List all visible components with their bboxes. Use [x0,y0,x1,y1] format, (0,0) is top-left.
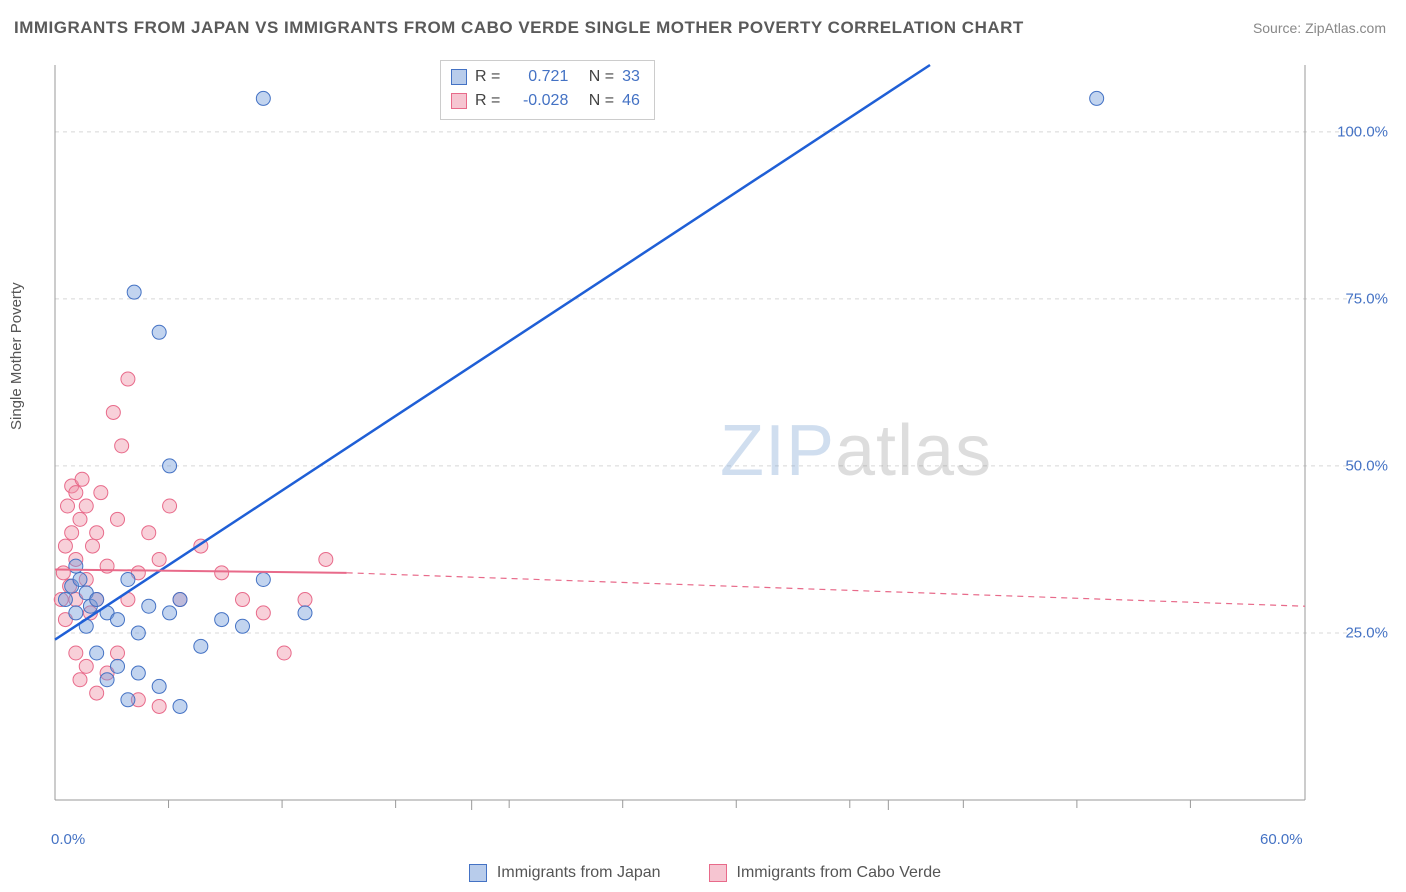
y-tick-label: 25.0% [1345,624,1388,641]
x-tick-label: 0.0% [51,831,85,848]
stats-r-value: 0.721 [508,65,568,89]
y-tick-label: 100.0% [1337,123,1388,140]
stats-swatch-icon [451,93,467,109]
legend-label: Immigrants from Japan [497,864,661,882]
stats-r-label: R = [475,65,500,89]
legend-swatch-icon [709,864,727,882]
chart-area [50,60,1360,820]
legend: Immigrants from Japan Immigrants from Ca… [50,864,1360,882]
y-tick-label: 75.0% [1345,290,1388,307]
stats-row: R = -0.028 N = 46 [451,89,640,113]
stats-n-label: N = [589,89,614,113]
stats-r-value: -0.028 [508,89,568,113]
stats-r-label: R = [475,89,500,113]
scatter-plot [50,60,1360,820]
legend-item: Immigrants from Japan [469,864,661,882]
y-axis-label: Single Mother Poverty [8,282,25,430]
x-tick-label: 60.0% [1260,831,1303,848]
y-tick-label: 50.0% [1345,457,1388,474]
legend-item: Immigrants from Cabo Verde [709,864,942,882]
source-label: Source: ZipAtlas.com [1253,20,1386,36]
stats-row: R = 0.721 N = 33 [451,65,640,89]
legend-swatch-icon [469,864,487,882]
stats-n-value: 46 [622,89,640,113]
stats-n-label: N = [589,65,614,89]
chart-title: IMMIGRANTS FROM JAPAN VS IMMIGRANTS FROM… [14,18,1024,38]
legend-label: Immigrants from Cabo Verde [737,864,942,882]
stats-swatch-icon [451,69,467,85]
stats-n-value: 33 [622,65,640,89]
stats-box: R = 0.721 N = 33 R = -0.028 N = 46 [440,60,655,120]
